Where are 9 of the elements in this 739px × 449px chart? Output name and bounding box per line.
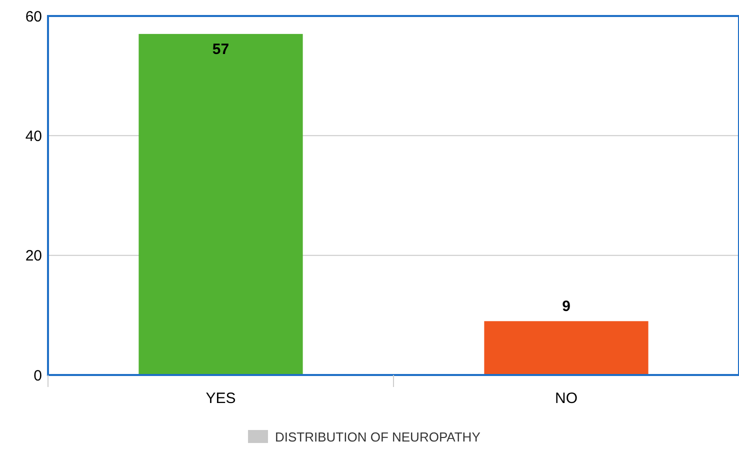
x-tick-label: NO xyxy=(555,390,578,407)
text: DISTRIBUTION OF NEUROPATHY xyxy=(275,430,481,445)
y-tick-label: 60 xyxy=(25,8,42,26)
y-tick-label: 0 xyxy=(34,367,42,384)
y-tick-label: 20 xyxy=(25,248,42,265)
data-label: 9 xyxy=(562,298,570,316)
y-tick-label: 40 xyxy=(25,128,42,145)
x-tick-label: YES xyxy=(206,390,236,407)
data-label: 57 xyxy=(212,40,230,58)
